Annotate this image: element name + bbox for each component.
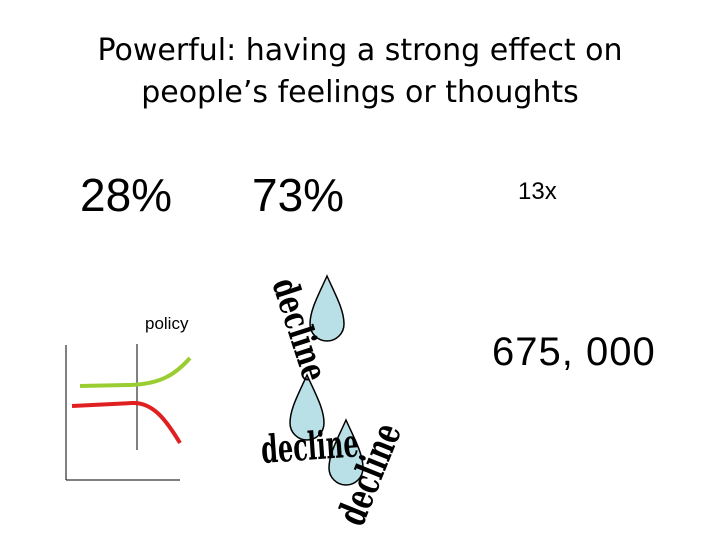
decline-text-middle: decline <box>259 420 359 472</box>
decline-word-middle: decline <box>259 420 359 472</box>
stat-675000: 675, 000 <box>492 330 656 374</box>
green-trend-line <box>79 356 192 388</box>
teardrop-icon <box>328 418 364 486</box>
policy-graph <box>65 344 192 481</box>
teardrop-icon <box>289 373 325 441</box>
stat-28-percent: 28% <box>80 169 173 221</box>
teardrop-icon <box>309 274 345 342</box>
slide-title: Powerful: having a strong effect on peop… <box>0 30 720 114</box>
slide-title-line-2: people’s feelings or thoughts <box>141 75 579 110</box>
red-trend-line <box>71 400 182 445</box>
slide-title-line-1: Powerful: having a strong effect on <box>97 33 623 68</box>
graph-label-policy: policy <box>145 314 189 333</box>
stat-73-percent: 73% <box>252 169 345 221</box>
stat-13x: 13x <box>518 178 557 205</box>
